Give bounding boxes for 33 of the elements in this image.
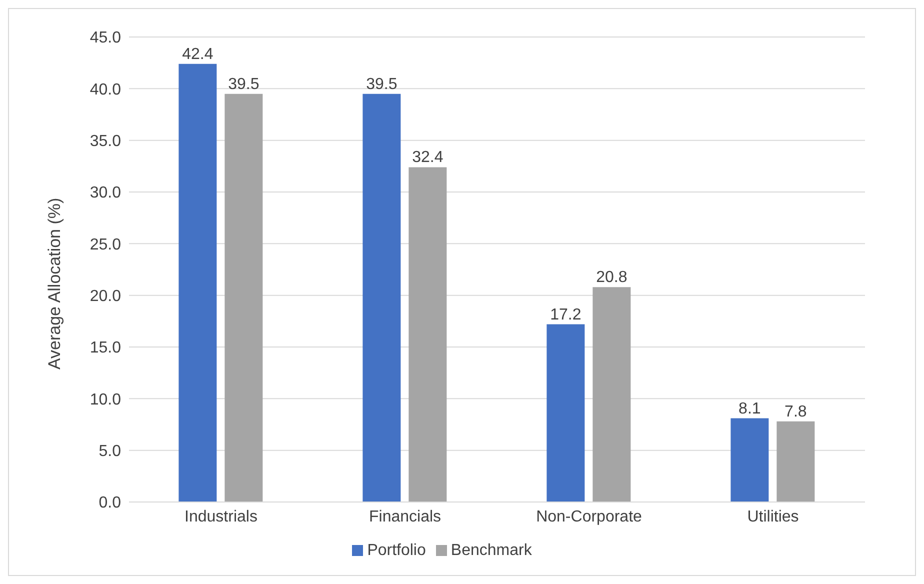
y-tick-label: 25.0 <box>90 236 122 254</box>
y-tick-label: 5.0 <box>98 443 122 460</box>
bar <box>408 167 447 502</box>
x-tick-label: Utilities <box>747 508 799 526</box>
bar <box>592 287 631 502</box>
data-label: 39.5 <box>366 76 398 93</box>
bar <box>178 64 217 502</box>
y-tick-label: 30.0 <box>90 184 122 202</box>
y-axis-title: Average Allocation (%) <box>45 198 64 370</box>
data-label: 8.1 <box>738 400 761 418</box>
data-label: 32.4 <box>412 149 444 166</box>
legend-label: Portfolio <box>367 542 426 559</box>
legend-label: Benchmark <box>450 542 532 559</box>
x-tick-label: Financials <box>368 508 442 526</box>
y-tick-label: 35.0 <box>90 133 122 150</box>
data-label: 42.4 <box>182 46 214 63</box>
bar <box>776 421 815 502</box>
data-label: 39.5 <box>228 76 260 93</box>
bar <box>546 324 585 502</box>
y-tick-label: 0.0 <box>98 494 122 512</box>
data-label: 7.8 <box>784 403 807 420</box>
bar <box>362 94 401 502</box>
y-tick-label: 10.0 <box>90 391 122 408</box>
x-tick-label: Non-Corporate <box>536 508 642 526</box>
y-tick-label: 40.0 <box>90 81 122 98</box>
y-tick-label: 20.0 <box>90 288 122 306</box>
bar <box>730 418 769 502</box>
y-tick-label: 15.0 <box>90 340 122 357</box>
data-label: 20.8 <box>596 269 628 286</box>
data-label: 17.2 <box>550 306 582 324</box>
x-tick-label: Industrials <box>184 508 258 526</box>
y-tick-label: 45.0 <box>90 30 122 47</box>
bar <box>224 94 263 502</box>
